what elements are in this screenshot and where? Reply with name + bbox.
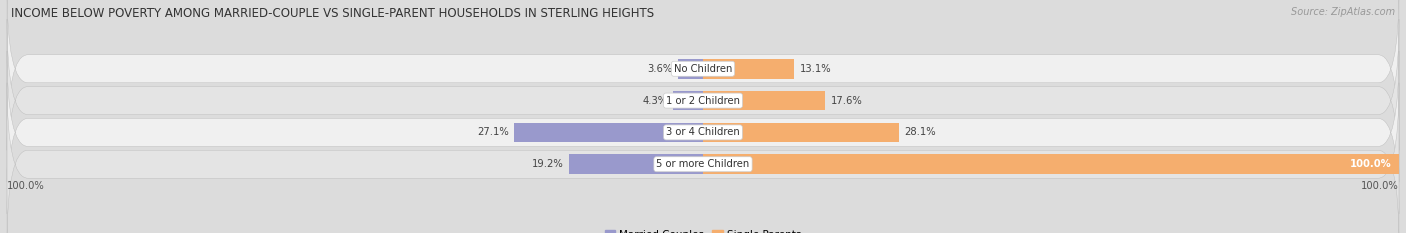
Bar	[703, 91, 825, 110]
Text: 27.1%: 27.1%	[477, 127, 509, 137]
Text: Source: ZipAtlas.com: Source: ZipAtlas.com	[1291, 7, 1395, 17]
Text: No Children: No Children	[673, 64, 733, 74]
FancyBboxPatch shape	[7, 19, 1399, 182]
Text: 100.0%: 100.0%	[1350, 159, 1392, 169]
Bar	[515, 123, 703, 142]
FancyBboxPatch shape	[7, 83, 1399, 233]
Bar	[703, 154, 1399, 174]
Text: 100.0%: 100.0%	[7, 181, 45, 191]
Text: 17.6%: 17.6%	[831, 96, 863, 106]
Bar	[703, 59, 794, 79]
FancyBboxPatch shape	[7, 51, 1399, 214]
Bar	[673, 91, 703, 110]
Text: 1 or 2 Children: 1 or 2 Children	[666, 96, 740, 106]
Bar	[703, 123, 898, 142]
Text: 5 or more Children: 5 or more Children	[657, 159, 749, 169]
Text: 13.1%: 13.1%	[800, 64, 831, 74]
Text: INCOME BELOW POVERTY AMONG MARRIED-COUPLE VS SINGLE-PARENT HOUSEHOLDS IN STERLIN: INCOME BELOW POVERTY AMONG MARRIED-COUPL…	[11, 7, 654, 20]
Text: 3.6%: 3.6%	[647, 64, 672, 74]
Bar	[569, 154, 703, 174]
Bar	[678, 59, 703, 79]
Text: 100.0%: 100.0%	[1361, 181, 1399, 191]
Text: 28.1%: 28.1%	[904, 127, 936, 137]
Text: 4.3%: 4.3%	[643, 96, 668, 106]
Text: 3 or 4 Children: 3 or 4 Children	[666, 127, 740, 137]
FancyBboxPatch shape	[7, 0, 1399, 150]
Legend: Married Couples, Single Parents: Married Couples, Single Parents	[600, 226, 806, 233]
Text: 19.2%: 19.2%	[531, 159, 564, 169]
